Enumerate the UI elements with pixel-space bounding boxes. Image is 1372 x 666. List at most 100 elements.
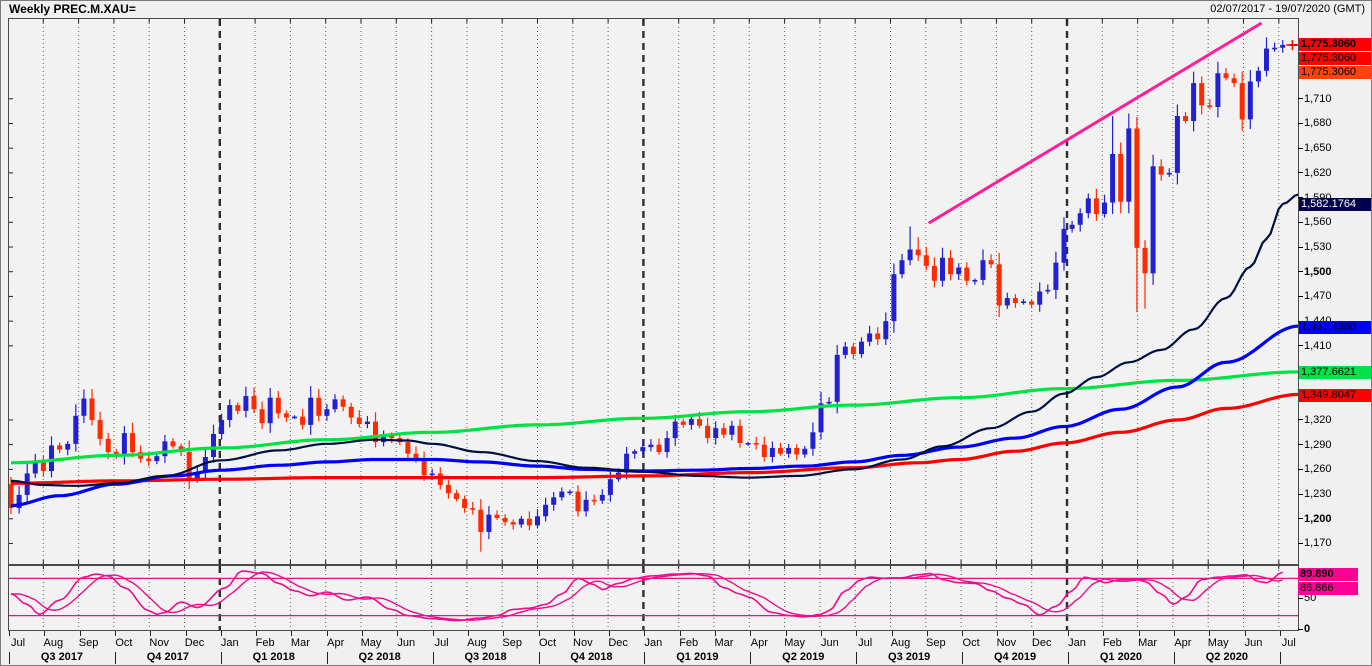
quarter-separator [9, 652, 10, 664]
candle-down [405, 442, 411, 454]
quarter-label: Q3 2018 [464, 651, 507, 663]
candle-up [1247, 81, 1253, 120]
time-axis-tick [1279, 631, 1281, 636]
time-axis-tick [997, 631, 999, 636]
candle-up [729, 425, 735, 435]
candle-up [664, 438, 670, 453]
candle-up [267, 397, 273, 424]
oscillator-axis-label: 0 [1304, 623, 1311, 635]
candle-down [1183, 116, 1188, 122]
quarter-separator [750, 652, 752, 664]
candle-down [948, 257, 954, 275]
candle-up [632, 451, 638, 454]
time-axis-tick [79, 631, 81, 636]
month-label: Apr [1174, 637, 1192, 649]
candle-down [526, 518, 532, 526]
time-axis-tick [679, 631, 681, 636]
candle-down [89, 398, 95, 420]
quarter-separator [432, 652, 434, 664]
candle-down [389, 435, 395, 439]
month-label: Jul [858, 637, 873, 649]
main-price-panel[interactable] [8, 18, 1299, 565]
candle-down [259, 409, 265, 424]
candle-down [591, 499, 597, 502]
time-axis-tick [1032, 631, 1034, 636]
month-label: Aug [43, 637, 64, 649]
candle-up [49, 445, 54, 472]
price-axis-tick [1298, 295, 1303, 297]
candle-up [551, 497, 557, 505]
candle-down [478, 509, 484, 532]
candle-up [292, 416, 297, 419]
month-label: Feb [679, 637, 699, 649]
price-axis-label: 1,230 [1304, 488, 1332, 501]
candle-up [956, 267, 962, 275]
month-label: Jul [1281, 637, 1296, 649]
candle-up [891, 274, 897, 322]
price-axis-label: 1,200 [1304, 512, 1332, 525]
time-axis-tick [256, 631, 258, 636]
quarter-separator [962, 652, 964, 664]
quarter-separator [538, 652, 540, 664]
time-axis-tick [326, 631, 328, 636]
candle-up [818, 403, 824, 433]
candle-down [1029, 301, 1035, 305]
candle-down [283, 413, 289, 418]
ma-short-navy [10, 193, 1298, 487]
price-axis-label: 1,710 [1304, 92, 1332, 105]
time-axis-tick [44, 631, 46, 636]
candle-down [988, 260, 994, 265]
month-label: Apr [327, 637, 345, 649]
month-label: Oct [115, 637, 133, 649]
stochastic-value-label: 86.866 [1298, 582, 1358, 595]
quarter-label: Q2 2019 [782, 651, 825, 663]
candle-up [859, 341, 864, 355]
month-label: Oct [538, 637, 557, 649]
candle-up [1021, 301, 1026, 304]
candle-down [445, 485, 451, 494]
month-label: Jan [644, 637, 663, 649]
price-chart-canvas[interactable] [9, 19, 1298, 564]
time-axis-tick [291, 631, 293, 636]
candle-down [105, 438, 111, 453]
price-axis-tick [1298, 444, 1303, 446]
stochastic-canvas[interactable] [9, 566, 1298, 630]
month-label: Aug [467, 637, 487, 649]
candle-up [65, 443, 71, 450]
price-axis-tick [1298, 419, 1303, 421]
chart-title: Weekly PREC.M.XAU= [9, 2, 136, 16]
candle-up [1174, 116, 1180, 173]
candle-up [1272, 47, 1278, 50]
candle-down [915, 249, 921, 256]
stochastic-panel[interactable] [8, 565, 1299, 631]
candle-down [1239, 83, 1245, 120]
price-axis-tick [1298, 172, 1303, 174]
quarter-separator [1279, 652, 1281, 664]
candle-up [745, 443, 751, 445]
candle-up [624, 453, 630, 473]
time-axis-tick [962, 631, 964, 636]
candle-up [1110, 153, 1116, 203]
time-axis-tick [926, 631, 928, 636]
month-label: Nov [149, 637, 169, 649]
month-label: Apr [750, 637, 768, 649]
month-label: May [1207, 637, 1229, 649]
candle-up [1166, 172, 1172, 175]
time-axis-tick [1068, 631, 1069, 636]
candle-up [1255, 70, 1261, 82]
oscillator-axis-tick [1298, 597, 1303, 599]
candle-down [462, 499, 468, 509]
candle-down [778, 447, 783, 454]
time-axis-tick [609, 631, 611, 636]
candle-up [899, 260, 905, 275]
quarter-label: Q3 2019 [888, 651, 931, 663]
candle-down [186, 452, 192, 480]
quarter-label: Q3 2017 [40, 651, 84, 663]
time-axis-tick [785, 631, 787, 636]
quarter-label: Q2 2018 [358, 651, 401, 663]
candle-up [786, 447, 792, 454]
candle-up [194, 471, 200, 480]
price-axis-tick [1298, 197, 1303, 199]
candle-down [656, 444, 662, 453]
price-axis-label: 1,290 [1304, 438, 1332, 451]
